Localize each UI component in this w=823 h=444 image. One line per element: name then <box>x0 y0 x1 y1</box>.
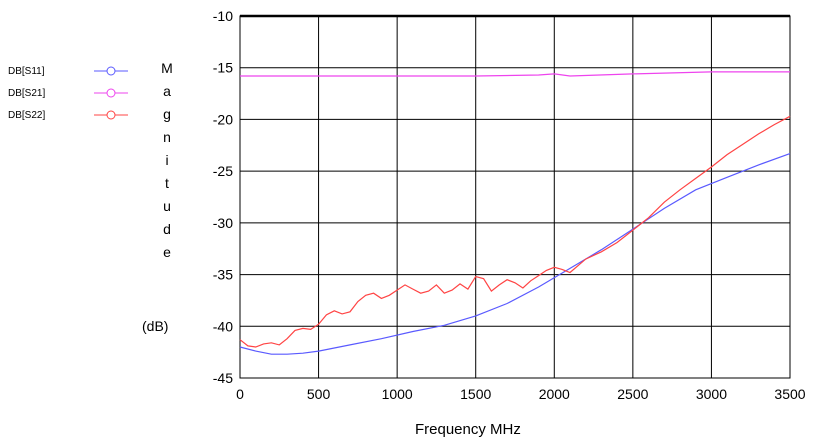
grid-layer <box>239 14 791 379</box>
series-line-db-s11 <box>239 153 791 355</box>
y-tick-label: -30 <box>213 215 233 231</box>
x-tick-label: 3500 <box>774 386 805 402</box>
y-axis-label-letter: g <box>163 106 171 122</box>
x-tick-label: 500 <box>307 386 331 402</box>
legend-swatch-s21 <box>94 88 128 98</box>
x-tick-label: 1500 <box>460 386 491 402</box>
legend-entry-s11: DB[S11] <box>8 60 128 82</box>
legend-swatch-s11 <box>94 66 128 76</box>
y-tick-label: -15 <box>213 60 233 76</box>
y-axis-label-letter: e <box>163 244 171 260</box>
y-tick-label: -40 <box>213 318 233 334</box>
plot-frame <box>239 15 791 379</box>
y-axis-label-letter: a <box>163 83 171 99</box>
y-axis-label-letter: d <box>163 221 171 237</box>
series-layer <box>239 71 791 355</box>
y-tick-label: -35 <box>213 267 233 283</box>
tick-layer: 0 500 1000 1500 2000 2500 3000 3500 -10 -15 -20 -25… <box>213 8 806 402</box>
legend-entry-s21: DB[S21] <box>8 82 128 104</box>
y-axis-unit: (dB) <box>142 318 169 334</box>
x-tick-label: 0 <box>236 386 244 402</box>
y-tick-label: -25 <box>213 163 233 179</box>
legend: DB[S11] DB[S21] DB[S22] <box>8 60 128 126</box>
legend-label-s11: DB[S11] <box>8 65 45 77</box>
y-axis-label-letter: u <box>163 198 171 214</box>
y-axis-label-letter: i <box>165 152 169 168</box>
series-line-db-s21 <box>240 71 790 77</box>
y-tick-label: -20 <box>213 111 233 127</box>
y-axis-label-letter: M <box>161 60 173 76</box>
y-axis-label-letter: t <box>165 175 169 191</box>
x-tick-label: 2500 <box>617 386 648 402</box>
x-axis-label: Frequency MHz <box>415 421 521 438</box>
legend-label-s22: DB[S22] <box>8 109 46 121</box>
y-tick-label: -10 <box>213 8 233 24</box>
legend-label-s21: DB[S21] <box>8 87 46 99</box>
legend-entry-s22: DB[S22] <box>8 104 128 126</box>
x-tick-label: 2000 <box>539 386 570 402</box>
legend-swatch-s22 <box>94 110 128 120</box>
series-line-db-s22 <box>239 115 791 348</box>
y-axis-label-letter: n <box>163 129 171 145</box>
x-tick-label: 3000 <box>696 386 727 402</box>
y-tick-label: -45 <box>213 370 233 386</box>
x-tick-label: 1000 <box>382 386 413 402</box>
